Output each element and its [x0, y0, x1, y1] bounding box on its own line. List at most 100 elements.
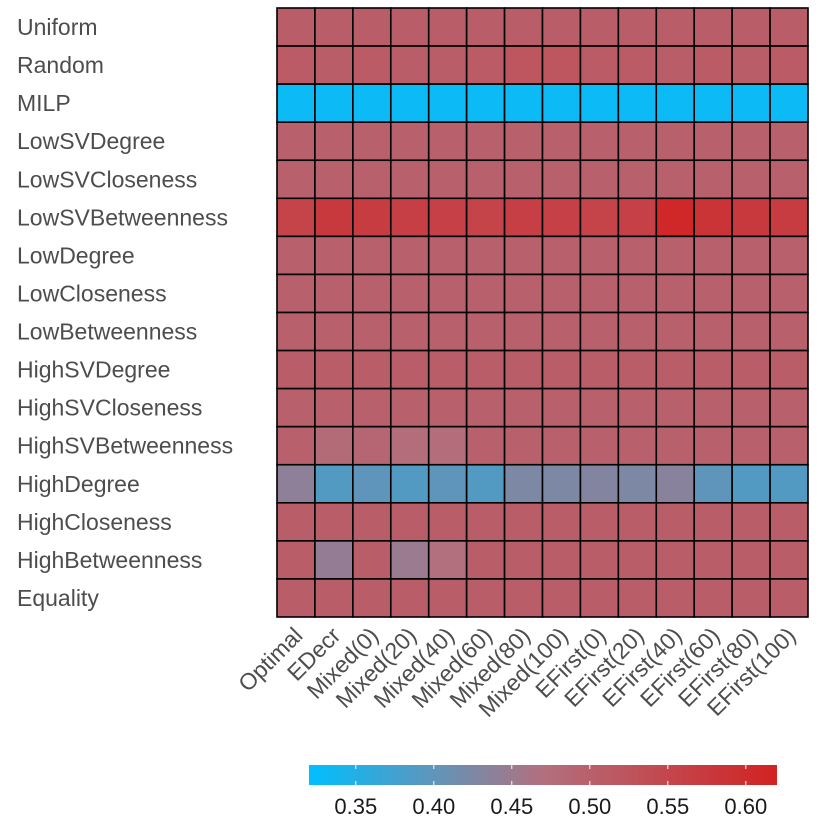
heatmap-cell [427, 121, 468, 162]
heatmap-cell [389, 311, 430, 352]
heatmap-cell [655, 197, 696, 238]
heatmap-cell [314, 540, 354, 580]
heatmap-cell [731, 45, 771, 85]
heatmap-cell [465, 387, 506, 428]
heatmap-cell [503, 45, 544, 85]
heatmap-cell [655, 463, 696, 504]
colorbar-tick-label: 0.60 [724, 794, 767, 819]
heatmap-cell [427, 502, 468, 542]
heatmap-cell [541, 502, 582, 542]
heatmap-cell [427, 463, 468, 504]
heatmap-cell [465, 425, 506, 466]
row-label: Uniform [17, 14, 98, 40]
heatmap-cell [655, 159, 696, 200]
heatmap-cell [617, 7, 658, 47]
heatmap-cell [541, 197, 582, 238]
heatmap-cell [731, 121, 771, 162]
heatmap-cell [352, 235, 392, 276]
heatmap-cell [693, 349, 733, 390]
heatmap-cell [655, 578, 696, 618]
heatmap-cell [731, 425, 771, 466]
heatmap-cell [503, 463, 544, 504]
heatmap-cell [465, 349, 506, 390]
heatmap-cell [693, 197, 733, 238]
heatmap-cell [693, 159, 733, 200]
heatmap-cell [503, 235, 544, 276]
heatmap-cell [276, 425, 316, 466]
heatmap-cell [503, 578, 544, 618]
heatmap-cell [693, 83, 733, 123]
heatmap-cell [579, 349, 620, 390]
heatmap-cell [389, 540, 430, 580]
heatmap-cell [655, 45, 696, 85]
heatmap-cell [465, 311, 506, 352]
row-label: HighCloseness [17, 509, 172, 535]
heatmap-cell [352, 83, 392, 123]
heatmap-cell [655, 540, 696, 580]
heatmap-cell [314, 311, 354, 352]
heatmap-cell [617, 311, 658, 352]
heatmap-cell [617, 197, 658, 238]
heatmap-cell [314, 463, 354, 504]
heatmap-cell [427, 425, 468, 466]
heatmap-cell [731, 83, 771, 123]
heatmap-cell [389, 7, 430, 47]
heatmap-cell [769, 425, 809, 466]
heatmap-cell [465, 45, 506, 85]
row-label: Random [17, 52, 104, 78]
heatmap-cell [541, 311, 582, 352]
heatmap-cell [389, 235, 430, 276]
heatmap-cell [427, 7, 468, 47]
heatmap-cell [731, 387, 771, 428]
heatmap-cell [769, 540, 809, 580]
heatmap-cell [693, 7, 733, 47]
heatmap-cell [541, 7, 582, 47]
colorbar-tick-label: 0.35 [334, 794, 377, 819]
heatmap-cell [276, 159, 316, 200]
row-label: Equality [17, 585, 99, 611]
row-label: HighSVCloseness [17, 395, 202, 421]
heatmap-cell [655, 121, 696, 162]
heatmap-cell [352, 273, 392, 314]
heatmap-cell [314, 159, 354, 200]
heatmap-cells [276, 7, 809, 618]
heatmap-cell [427, 235, 468, 276]
heatmap-cell [655, 311, 696, 352]
heatmap-cell [693, 540, 733, 580]
heatmap-cell [731, 7, 771, 47]
heatmap-cell [769, 578, 809, 618]
heatmap-cell [579, 273, 620, 314]
heatmap-cell [617, 45, 658, 85]
heatmap-cell [655, 502, 696, 542]
heatmap-cell [427, 349, 468, 390]
heatmap-cell [389, 349, 430, 390]
heatmap-cell [503, 83, 544, 123]
heatmap-cell [769, 311, 809, 352]
colorbar-tick-label: 0.40 [412, 794, 455, 819]
heatmap-cell [314, 235, 354, 276]
heatmap-cell [579, 7, 620, 47]
heatmap-cell [352, 387, 392, 428]
row-label: LowBetweenness [17, 319, 197, 345]
heatmap-cell [314, 578, 354, 618]
heatmap-cell [352, 578, 392, 618]
heatmap-cell [389, 159, 430, 200]
colorbar-tick-label: 0.55 [646, 794, 689, 819]
heatmap-cell [314, 45, 354, 85]
heatmap-cell [503, 311, 544, 352]
heatmap-cell [465, 235, 506, 276]
heatmap-cell [427, 197, 468, 238]
heatmap-cell [427, 540, 468, 580]
heatmap-cell [617, 540, 658, 580]
heatmap-cell [276, 235, 316, 276]
heatmap-cell [693, 502, 733, 542]
heatmap-cell [655, 83, 696, 123]
heatmap-cell [276, 83, 316, 123]
heatmap-cell [731, 159, 771, 200]
row-label: LowSVDegree [17, 128, 165, 154]
heatmap-cell [693, 463, 733, 504]
heatmap-cell [389, 273, 430, 314]
heatmap-cell [769, 387, 809, 428]
heatmap-cell [769, 121, 809, 162]
